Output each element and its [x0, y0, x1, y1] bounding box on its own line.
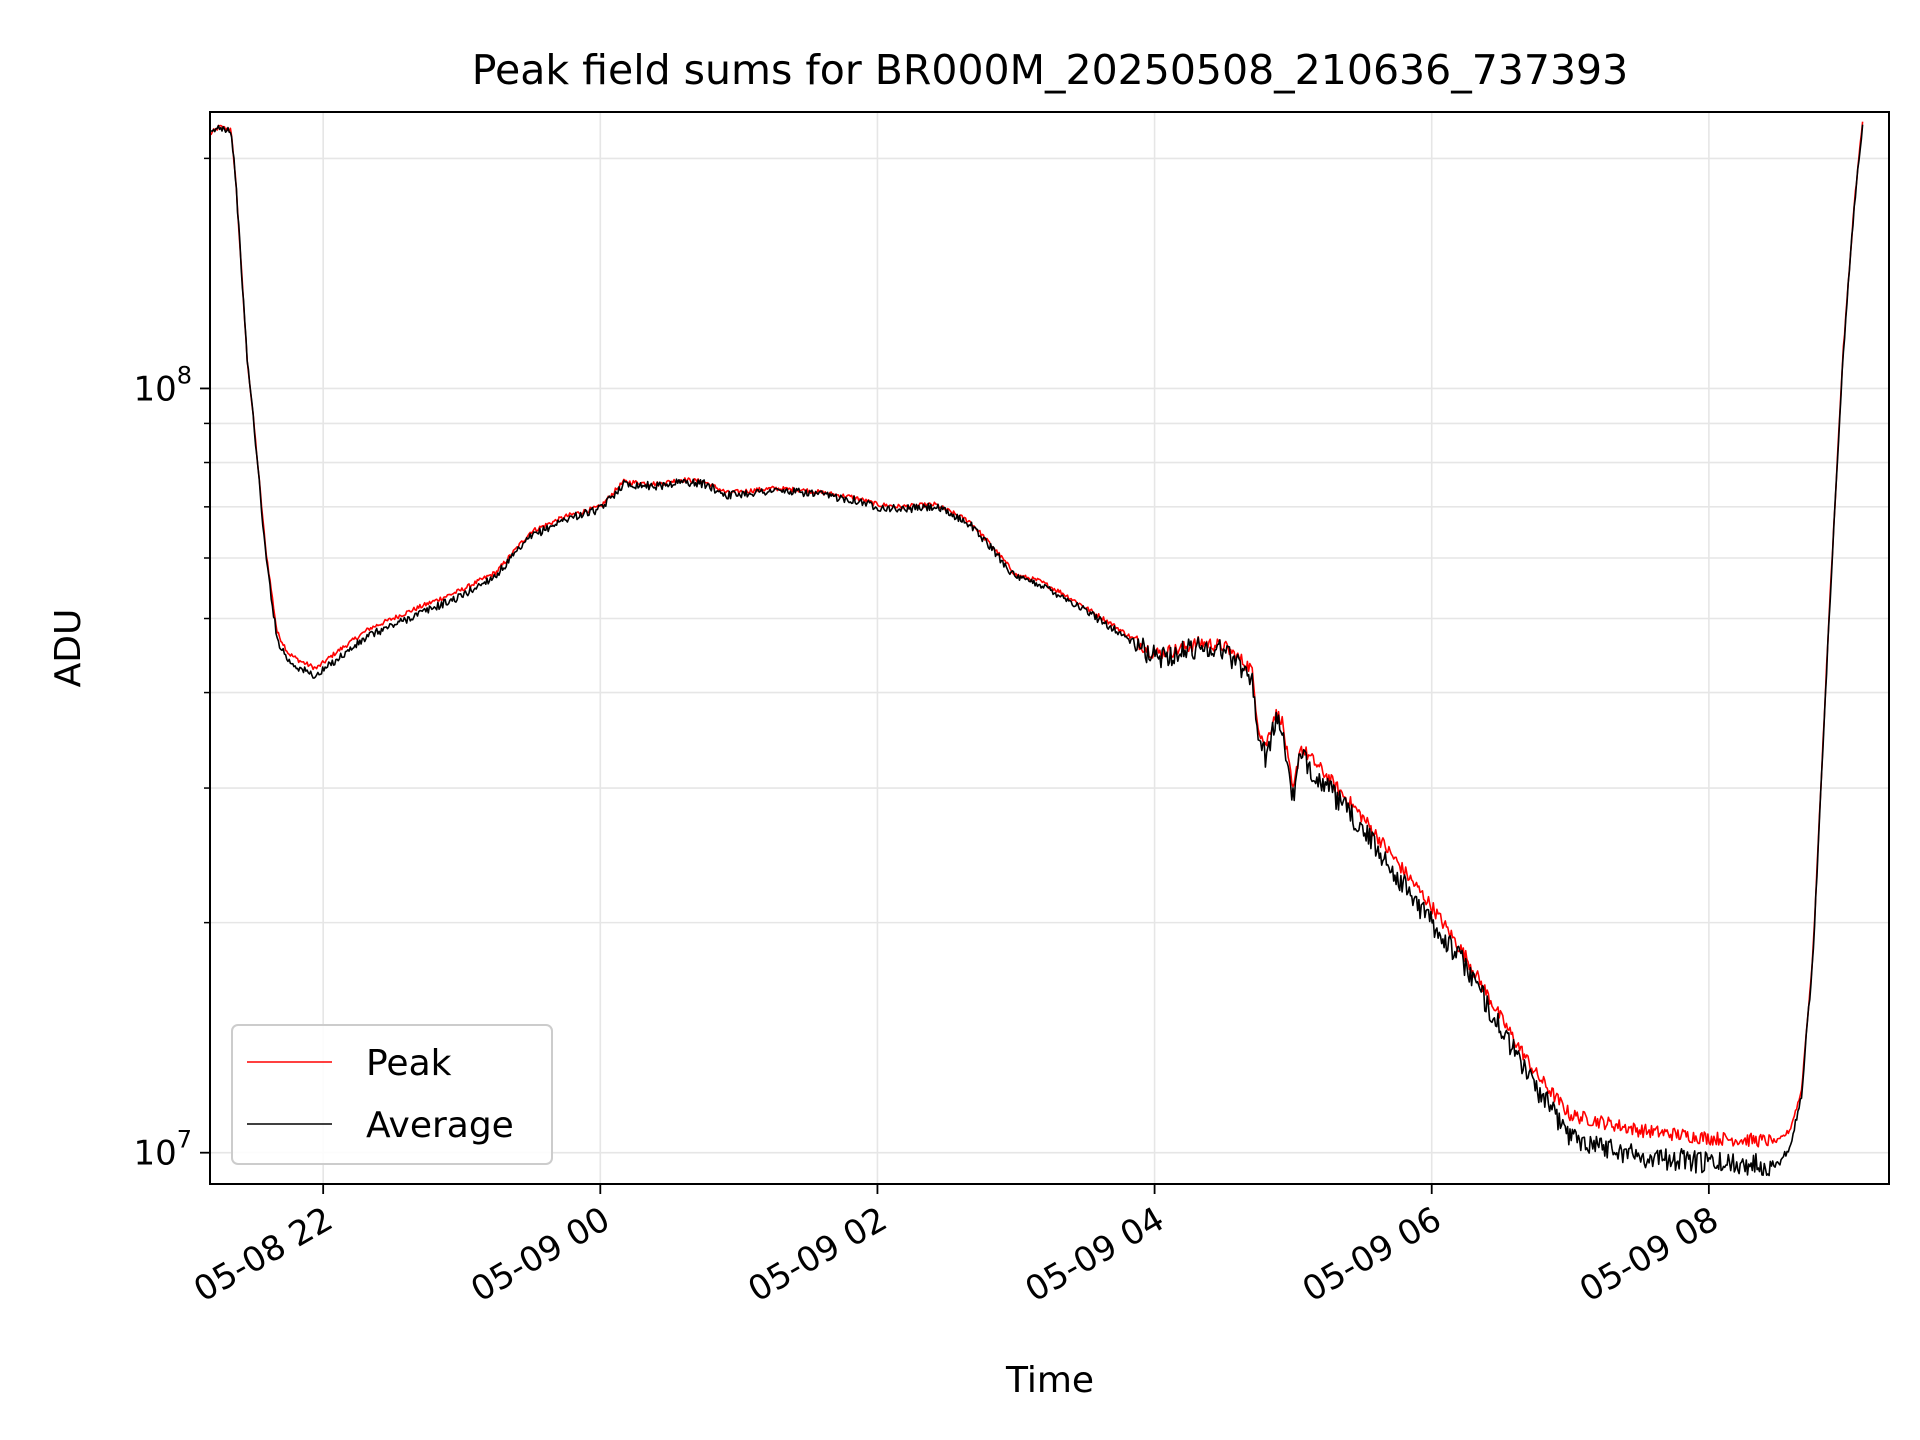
- legend-label-average: Average: [366, 1105, 514, 1146]
- x-axis-label: Time: [1005, 1360, 1094, 1401]
- plot-frame: [209, 111, 1890, 1185]
- series-layer: [210, 121, 1864, 1177]
- chart-title: Peak field sums for BR000M_20250508_2106…: [472, 46, 1628, 94]
- series-line-average: [210, 124, 1864, 1177]
- legend-frame: [231, 1024, 553, 1165]
- legend: Peak Average: [231, 1024, 553, 1165]
- legend-label-peak: Peak: [366, 1043, 452, 1084]
- series-line-peak: [210, 121, 1864, 1148]
- y-axis-label: ADU: [48, 609, 89, 688]
- y-tick-label: 108: [133, 361, 192, 409]
